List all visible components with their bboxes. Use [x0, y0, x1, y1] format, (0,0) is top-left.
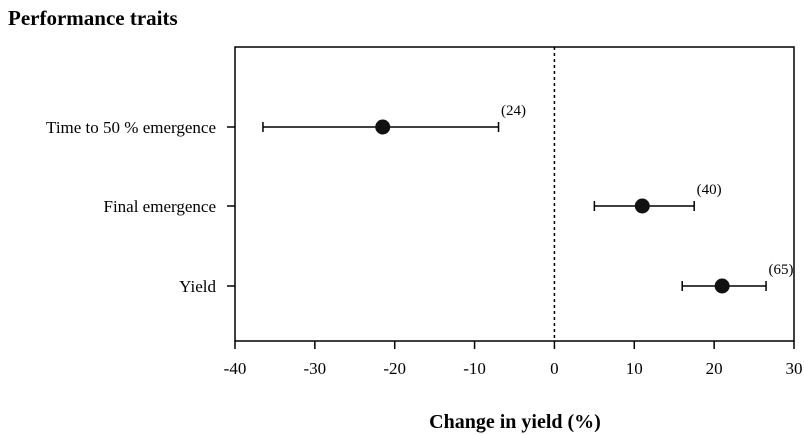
category-label: Yield [179, 277, 216, 296]
sample-size-label: (65) [769, 262, 794, 278]
mean-marker [634, 198, 650, 214]
x-tick-label: 10 [626, 359, 643, 378]
x-tick-label: 30 [786, 359, 803, 378]
mean-marker [375, 119, 391, 135]
x-tick-label: -10 [463, 359, 486, 378]
sample-size-label: (24) [501, 103, 526, 119]
x-tick-label: 0 [550, 359, 559, 378]
x-tick-label: -20 [383, 359, 406, 378]
category-label: Final emergence [103, 197, 216, 216]
plot-frame [234, 46, 795, 342]
x-tick-label: 20 [706, 359, 723, 378]
mean-marker [714, 278, 730, 294]
x-tick-label: -40 [224, 359, 247, 378]
x-tick-label: -30 [304, 359, 327, 378]
chart-title: Performance traits [8, 6, 178, 30]
x-axis-title: Change in yield (%) [429, 411, 601, 433]
sample-size-label: (40) [697, 182, 722, 198]
category-label: Time to 50 % emergence [46, 118, 216, 137]
